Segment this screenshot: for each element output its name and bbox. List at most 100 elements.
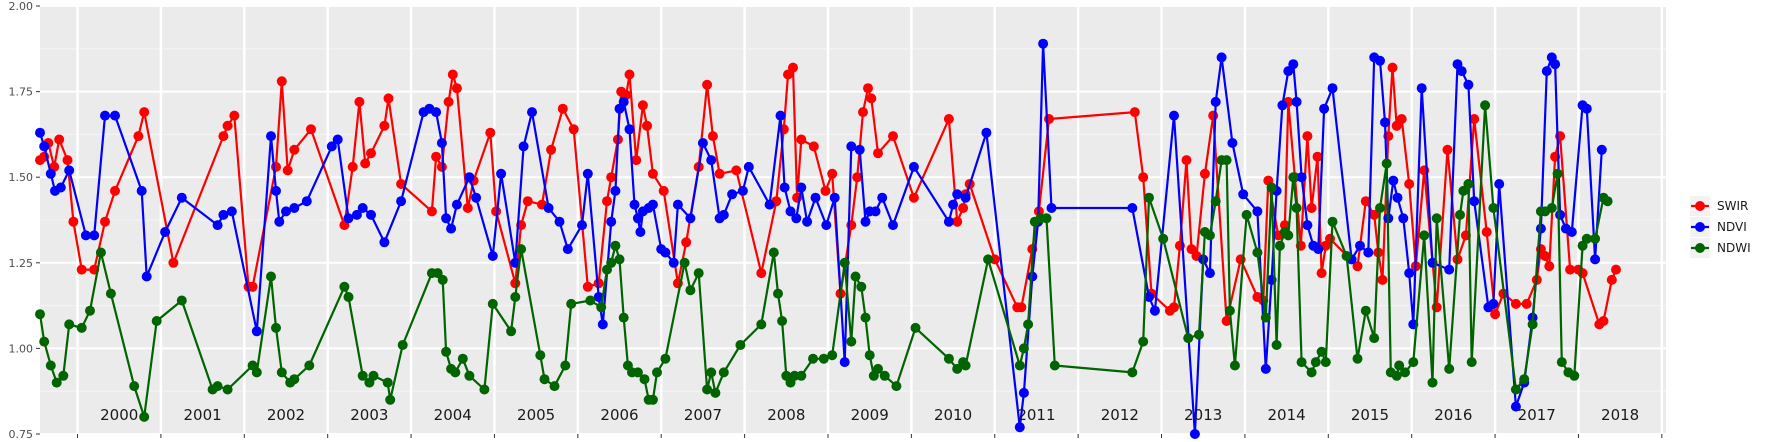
ndwi-point: [1023, 319, 1034, 330]
ndvi-point: [1590, 254, 1601, 265]
ndvi-point: [629, 199, 640, 210]
swir-point: [1431, 302, 1442, 313]
swir-point: [436, 161, 447, 172]
ndvi-point: [289, 203, 300, 213]
swir-point: [100, 216, 110, 227]
swir-point: [631, 155, 642, 166]
ndvi-point: [136, 185, 147, 196]
ndvi-point: [301, 196, 312, 207]
swir-point: [379, 120, 390, 131]
ndvi-point: [960, 192, 971, 203]
swir-point: [1396, 114, 1407, 124]
ndvi-point: [1327, 83, 1338, 94]
y-tick-label: 2.00: [9, 0, 34, 13]
swir-point: [756, 268, 767, 279]
ndvi-point: [610, 185, 621, 196]
ndvi-point: [271, 185, 281, 196]
ndwi-point: [614, 254, 625, 265]
swir-point: [1481, 227, 1492, 237]
swir-point: [396, 179, 407, 189]
ndvi-point: [1510, 401, 1521, 412]
ndwi-point: [304, 360, 315, 371]
ndvi-point: [877, 192, 888, 203]
ndvi-point: [785, 206, 796, 217]
ndvi-point: [1216, 52, 1227, 63]
ndvi-point: [446, 223, 457, 234]
swir-point: [1352, 261, 1363, 272]
swir-point: [347, 161, 358, 172]
ndvi-point: [1144, 292, 1154, 302]
swir-point: [247, 281, 258, 292]
ndwi-point: [39, 336, 50, 347]
swir-point: [462, 203, 473, 213]
swir-point: [582, 281, 593, 292]
ndvi-point: [632, 213, 643, 224]
ndvi-point: [1210, 96, 1221, 107]
swir-point: [888, 131, 898, 142]
swir-point: [1544, 261, 1555, 272]
ndvi-point: [706, 155, 717, 166]
swir-point: [1129, 107, 1140, 118]
swir-point: [522, 196, 533, 207]
ndvi-point: [1416, 83, 1427, 94]
swir-point: [360, 158, 371, 169]
ndvi-point: [981, 127, 992, 138]
ndvi-point: [441, 213, 452, 224]
ndvi-point: [1046, 203, 1057, 213]
ndwi-point: [1320, 357, 1331, 368]
ndwi-point: [516, 244, 527, 255]
ndvi-point: [597, 319, 608, 330]
ndwi-point: [983, 254, 994, 265]
ndwi-point: [1569, 370, 1580, 381]
ndvi-point: [1392, 192, 1403, 203]
ndvi-point: [660, 247, 671, 258]
ndvi-point: [212, 220, 223, 231]
ndvi-point: [496, 168, 507, 179]
swir-point: [637, 100, 648, 111]
year-label: 2018: [1601, 406, 1639, 424]
ndwi-point: [539, 374, 550, 385]
swir-point: [1490, 309, 1501, 320]
ndvi-point: [1204, 268, 1215, 279]
ndwi-point: [1546, 203, 1557, 213]
ndwi-point: [818, 353, 829, 364]
swir-point: [788, 62, 798, 73]
ndwi-point: [271, 322, 281, 333]
ndwi-point: [1291, 203, 1302, 213]
swir-point: [1521, 298, 1532, 309]
ndvi-point: [1555, 209, 1566, 220]
ndvi-point: [176, 192, 187, 203]
ndwi-point: [58, 370, 69, 381]
swir-point: [68, 216, 79, 227]
ndvi-point: [779, 182, 790, 193]
ndvi-point: [1375, 55, 1385, 66]
ndvi-point: [718, 209, 729, 220]
swir-point: [783, 69, 793, 80]
swir-point: [1360, 196, 1371, 207]
ndvi-point: [582, 168, 593, 179]
ndvi-point: [1252, 206, 1263, 217]
ndvi-point: [764, 199, 775, 210]
ndwi-point: [1310, 357, 1321, 368]
ndwi-point: [139, 411, 150, 422]
ndwi-point: [1183, 333, 1194, 344]
swir-point: [110, 185, 120, 196]
ndwi-point: [1527, 319, 1538, 330]
swir-point: [852, 172, 863, 183]
swir-point: [1404, 179, 1415, 189]
ndvi-point: [810, 192, 821, 203]
ndvi-point: [685, 213, 696, 224]
swir-point: [168, 257, 179, 268]
ndvi-point: [431, 107, 442, 118]
ndwi-point: [289, 374, 300, 385]
ndvi-point: [1469, 196, 1480, 207]
ndwi-point: [105, 288, 116, 299]
swir-point: [1221, 316, 1232, 326]
swir-point: [546, 144, 557, 155]
ndvi-point: [697, 138, 708, 148]
ndvi-point: [1127, 203, 1138, 213]
ndvi-point: [1363, 247, 1374, 258]
ndvi-point: [829, 192, 840, 203]
ndwi-point: [943, 353, 954, 364]
year-label: 2014: [1268, 406, 1306, 424]
